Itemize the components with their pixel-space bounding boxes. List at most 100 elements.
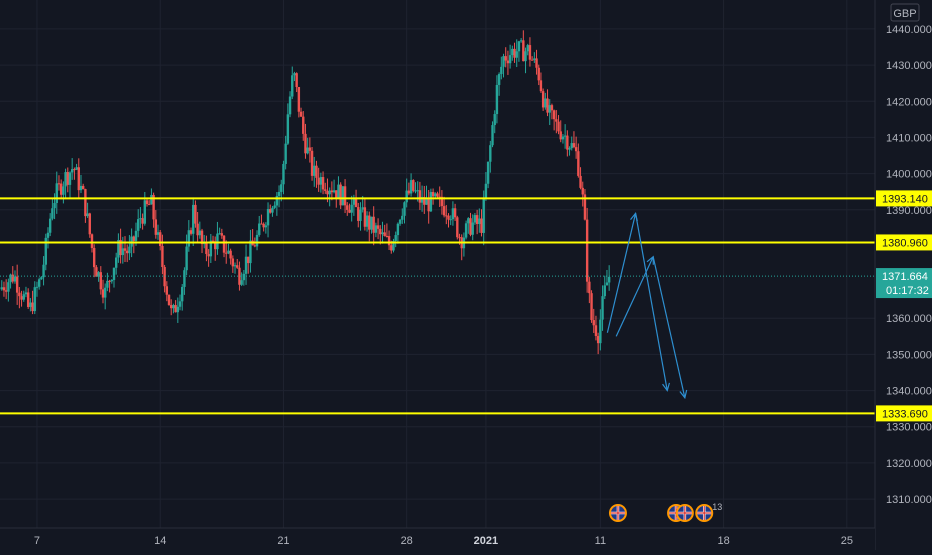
candle-body[interactable] [379,228,382,235]
candle-body[interactable] [108,280,111,282]
candle-body[interactable] [66,172,69,185]
candle-body[interactable] [310,150,314,176]
candle-body[interactable] [262,223,265,228]
candle-body[interactable] [302,116,305,134]
candle-body[interactable] [266,209,270,226]
candle-body[interactable] [506,60,510,64]
projection-segment[interactable] [652,256,686,398]
candle-body[interactable] [522,40,525,62]
candle-body[interactable] [238,267,241,285]
candle-body[interactable] [570,143,573,149]
candle-body[interactable] [75,167,78,170]
candle-body[interactable] [370,216,373,230]
candle-body[interactable] [260,223,263,225]
candle-body[interactable] [350,204,353,213]
candle-body[interactable] [123,248,127,251]
candle-body[interactable] [528,45,532,60]
candle-body[interactable] [161,245,164,268]
candle-body[interactable] [62,186,65,195]
candle-body[interactable] [233,265,237,267]
candle-body[interactable] [53,202,56,209]
candle-body[interactable] [548,105,551,113]
candle-body[interactable] [48,218,52,233]
candle-body[interactable] [317,177,320,185]
candle-body[interactable] [464,223,468,238]
candle-body[interactable] [513,48,516,58]
candle-body[interactable] [92,247,96,268]
candle-body[interactable] [414,190,417,192]
candle-body[interactable] [354,198,358,208]
candle-body[interactable] [447,215,450,220]
candle-body[interactable] [152,194,155,220]
currency-badge[interactable]: GBP [890,3,920,22]
candle-body[interactable] [255,234,259,247]
candle-body[interactable] [134,230,138,241]
candle-body[interactable] [566,135,569,150]
candle-body[interactable] [493,114,496,126]
candle-body[interactable] [216,233,219,250]
candle-body[interactable] [282,163,285,185]
candle-body[interactable] [456,217,459,238]
candle-body[interactable] [361,207,364,210]
candle-body[interactable] [77,167,80,191]
candle-body[interactable] [486,161,490,184]
candle-body[interactable] [209,240,213,257]
economic-event-flag-icon[interactable] [608,504,627,522]
candle-body[interactable] [44,237,47,265]
candle-body[interactable] [306,147,309,154]
candle-body[interactable] [308,147,312,151]
candle-body[interactable] [546,98,549,113]
candle-body[interactable] [9,274,12,283]
candle-body[interactable] [368,215,371,230]
candle-body[interactable] [225,252,228,254]
candle-body[interactable] [200,230,204,245]
candle-body[interactable] [337,184,340,199]
candle-body[interactable] [68,172,72,185]
candle-body[interactable] [385,235,389,237]
candle-body[interactable] [185,246,188,271]
candle-body[interactable] [519,40,523,42]
candle-body[interactable] [607,276,611,283]
candle-body[interactable] [339,184,342,206]
candle-body[interactable] [555,119,558,122]
candle-body[interactable] [295,73,298,88]
candle-body[interactable] [394,235,397,241]
candle-body[interactable] [533,58,536,60]
candle-body[interactable] [156,232,160,235]
candle-body[interactable] [51,208,54,219]
candle-body[interactable] [286,114,290,144]
candle-body[interactable] [13,276,17,282]
candle-body[interactable] [416,190,419,192]
candle-body[interactable] [273,205,276,208]
candle-body[interactable] [55,183,58,203]
candle-body[interactable] [458,237,461,239]
candle-body[interactable] [20,296,23,300]
candle-body[interactable] [568,148,571,150]
candle-body[interactable] [502,56,505,67]
candle-body[interactable] [81,185,85,190]
candle-body[interactable] [119,240,122,256]
candle-body[interactable] [596,336,600,344]
candle-body[interactable] [599,319,602,344]
candle-body[interactable] [396,223,400,236]
candle-body[interactable] [403,202,406,216]
candle-body[interactable] [22,294,25,300]
candle-body[interactable] [196,223,199,236]
candle-body[interactable] [328,190,331,195]
candle-body[interactable] [64,172,67,187]
candle-body[interactable] [4,290,8,292]
candle-body[interactable] [590,293,593,321]
candle-body[interactable] [500,66,503,75]
candle-body[interactable] [258,223,261,235]
candle-body[interactable] [579,175,582,188]
candle-body[interactable] [110,279,113,282]
candle-body[interactable] [504,56,507,61]
candle-body[interactable] [438,196,441,198]
candle-body[interactable] [253,245,257,247]
candle-body[interactable] [449,219,452,221]
candle-body[interactable] [482,198,485,233]
candle-body[interactable] [211,240,215,242]
candle-body[interactable] [508,55,512,64]
